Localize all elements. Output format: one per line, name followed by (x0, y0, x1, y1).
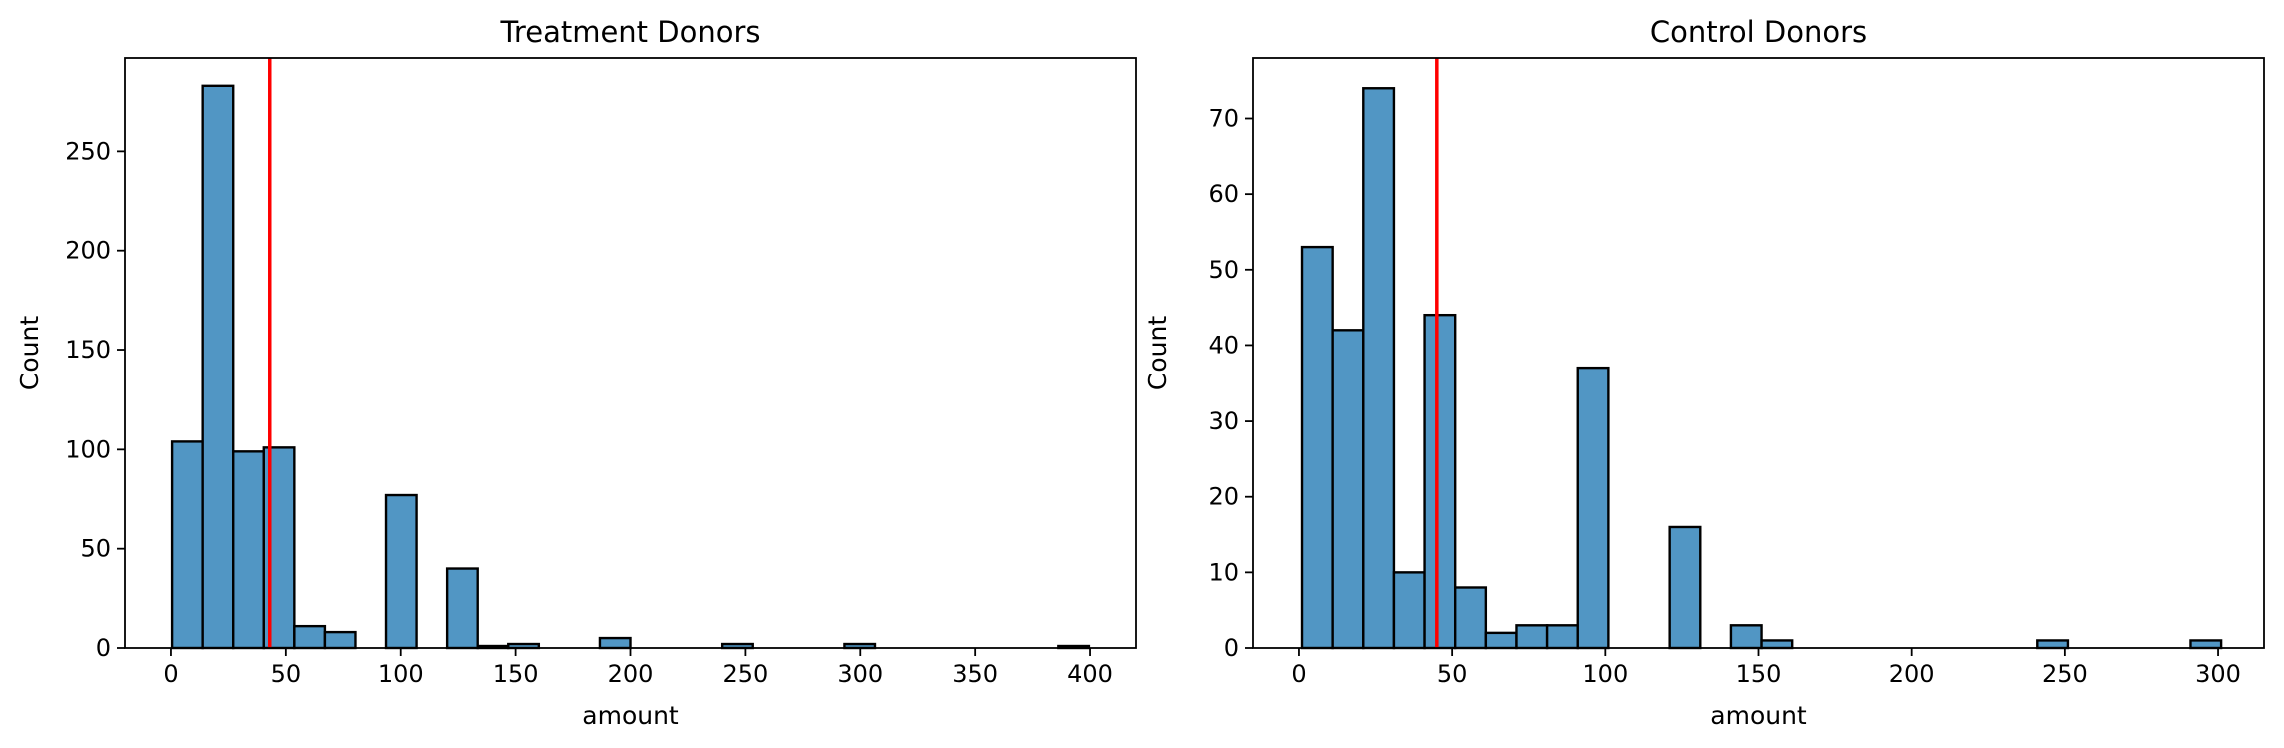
y-tick-label: 0 (1224, 634, 1239, 662)
y-tick-label: 50 (1208, 256, 1239, 284)
histogram-bar (2036, 639, 2070, 650)
x-axis-label: amount (582, 701, 679, 730)
plot-frame (1252, 57, 2265, 649)
x-tick-label: 150 (1736, 660, 1782, 688)
x-tick-label: 0 (1291, 660, 1306, 688)
histogram-bar (1729, 624, 1763, 650)
histogram-bar (1760, 639, 1794, 650)
x-tick-label: 0 (163, 660, 178, 688)
histogram-bar (1545, 624, 1579, 650)
histogram-bar (201, 84, 235, 650)
histogram-bar (445, 567, 479, 650)
histogram-bar (170, 440, 204, 650)
histogram-bar (1331, 329, 1365, 650)
x-axis-label: amount (1710, 701, 1807, 730)
histogram-bar (323, 630, 357, 650)
x-tick-label: 250 (2042, 660, 2088, 688)
y-tick-label: 150 (65, 336, 111, 364)
x-tick-label: 150 (493, 660, 539, 688)
x-tick-label: 50 (1437, 660, 1468, 688)
y-tick-label: 250 (65, 137, 111, 165)
x-tick-label: 50 (271, 660, 302, 688)
y-tick-label: 60 (1208, 180, 1239, 208)
chart-title: Treatment Donors (499, 15, 760, 49)
y-tick-label: 50 (80, 535, 111, 563)
x-tick-label: 200 (1889, 660, 1935, 688)
histogram-bar (598, 636, 632, 650)
y-tick-label: 10 (1208, 558, 1239, 586)
histogram-bar (1484, 631, 1518, 650)
y-tick-label: 40 (1208, 331, 1239, 359)
histogram-bar (384, 493, 418, 650)
y-tick-label: 100 (65, 435, 111, 463)
histogram-bar (1300, 245, 1334, 650)
histogram-bar (1668, 525, 1702, 650)
histogram-bar (1576, 366, 1610, 650)
histogram-bar (1453, 586, 1488, 650)
x-tick-label: 100 (1582, 660, 1628, 688)
y-tick-label: 20 (1208, 483, 1239, 511)
x-tick-label: 100 (378, 660, 424, 688)
histogram-bar (1392, 571, 1426, 650)
y-tick-label: 70 (1208, 105, 1239, 133)
chart-title: Control Donors (1650, 15, 1867, 49)
x-tick-label: 400 (1067, 660, 1113, 688)
y-tick-label: 200 (65, 237, 111, 265)
x-tick-label: 250 (722, 660, 768, 688)
histogram-bar (1362, 87, 1396, 650)
control-donors-chart: 0 50 100 150 200 250 300 0 10 20 30 40 50 60 70 Control… (1143, 15, 2265, 730)
x-tick-label: 300 (2195, 660, 2241, 688)
histogram-bar (232, 450, 265, 650)
histogram-bar (2189, 639, 2223, 650)
x-tick-label: 200 (608, 660, 654, 688)
y-tick-label: 30 (1208, 407, 1239, 435)
treatment-donors-chart: 0 50 100 150 200 250 300 350 400 0 50 100 150 200 250 T… (15, 15, 1137, 730)
x-tick-label: 300 (837, 660, 883, 688)
y-tick-label: 0 (96, 634, 111, 662)
y-axis-label: Count (1143, 316, 1172, 390)
histogram-bar (1423, 313, 1457, 650)
x-tick-label: 350 (952, 660, 998, 688)
histogram-bar (293, 624, 327, 650)
y-axis-label: Count (15, 316, 44, 390)
histogram-bar (1515, 624, 1549, 650)
